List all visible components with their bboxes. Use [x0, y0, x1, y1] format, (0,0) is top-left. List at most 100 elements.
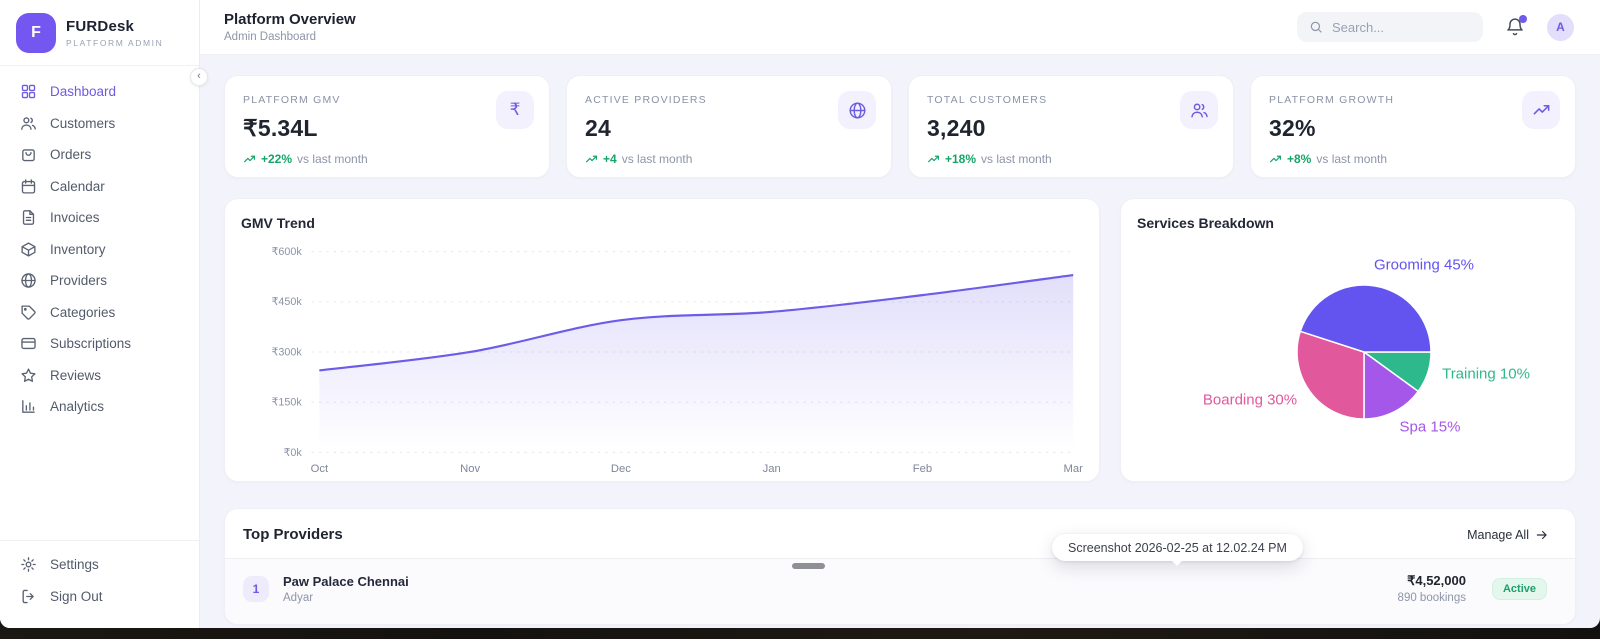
- manage-all-link[interactable]: Manage All: [1467, 528, 1549, 542]
- credit-card-icon: [20, 335, 37, 352]
- sidebar-item-label: Subscriptions: [50, 336, 132, 352]
- chart-title: Services Breakdown: [1137, 215, 1274, 231]
- sidebar-item-invoices[interactable]: Invoices: [0, 202, 199, 234]
- stat-value: ₹5.34L: [243, 115, 318, 141]
- svg-text:Nov: Nov: [460, 463, 480, 475]
- svg-text:Jan: Jan: [763, 463, 781, 475]
- sidebar-footer: Settings Sign Out: [0, 541, 199, 628]
- search-input[interactable]: [1332, 19, 1472, 35]
- bar-chart-icon: [20, 398, 37, 415]
- services-pie-chart: [1289, 277, 1439, 427]
- topbar: Platform Overview Admin Dashboard A: [200, 0, 1600, 55]
- divider: [0, 65, 199, 66]
- stat-label: ACTIVE PROVIDERS: [585, 94, 707, 106]
- sidebar-item-label: Customers: [50, 115, 116, 131]
- sidebar-item-settings[interactable]: Settings: [0, 549, 199, 581]
- trending-up-icon: [585, 153, 598, 166]
- svg-text:Feb: Feb: [913, 463, 932, 475]
- divider: [0, 540, 199, 541]
- dashboard-content: PLATFORM GMV ₹5.34L +22% vs last month ₹…: [200, 55, 1600, 628]
- sidebar-item-label: Settings: [50, 557, 99, 573]
- stats-row: PLATFORM GMV ₹5.34L +22% vs last month ₹…: [224, 75, 1576, 178]
- page-title: Platform Overview: [224, 11, 356, 28]
- users-icon: [20, 115, 37, 132]
- svg-text:Oct: Oct: [311, 463, 329, 475]
- gmv-line-chart: ₹0k ₹150k ₹300k ₹450k ₹600k Oct Nov Dec Jan Feb Ma…: [241, 235, 1084, 483]
- sidebar-item-analytics[interactable]: Analytics: [0, 391, 199, 423]
- stat-delta-note: vs last month: [297, 152, 368, 166]
- sidebar-item-label: Calendar: [50, 178, 105, 194]
- trending-up-icon: [1522, 91, 1560, 129]
- bell-icon: [1507, 18, 1523, 36]
- star-icon: [20, 367, 37, 384]
- sidebar-item-label: Sign Out: [50, 588, 103, 604]
- rupee-icon: ₹: [496, 91, 534, 129]
- sidebar-item-orders[interactable]: Orders: [0, 139, 199, 171]
- sidebar-item-reviews[interactable]: Reviews: [0, 360, 199, 392]
- notifications-button[interactable]: [1505, 15, 1527, 37]
- scrollbar-thumb[interactable]: [792, 563, 825, 569]
- sidebar-item-label: Providers: [50, 273, 108, 289]
- sidebar-item-calendar[interactable]: Calendar: [0, 171, 199, 203]
- sidebar: F FURDesk PLATFORM ADMIN Dashboard Custo…: [0, 0, 208, 628]
- svg-text:₹300k: ₹300k: [272, 346, 303, 358]
- stat-label: TOTAL CUSTOMERS: [927, 94, 1048, 106]
- trending-up-icon: [927, 153, 940, 166]
- top-providers-card: Top Providers Manage All 1 Paw Palace Ch…: [224, 508, 1576, 625]
- brand-logo: F: [16, 13, 56, 53]
- users-icon: [1180, 91, 1218, 129]
- svg-text:Dec: Dec: [611, 463, 631, 475]
- brand-name: FURDesk: [66, 18, 135, 35]
- stat-value: 32%: [1269, 115, 1316, 141]
- tag-icon: [20, 304, 37, 321]
- svg-text:₹450k: ₹450k: [272, 296, 303, 308]
- brand: F FURDesk PLATFORM ADMIN: [0, 0, 199, 65]
- rank-badge: 1: [243, 575, 269, 602]
- pie-label-spa: Spa 15%: [1399, 418, 1461, 436]
- provider-location: Adyar: [283, 591, 314, 604]
- pie-label-training: Training 10%: [1442, 365, 1530, 383]
- stat-value: 3,240: [927, 115, 986, 141]
- stat-card-platform-gmv: PLATFORM GMV ₹5.34L +22% vs last month ₹: [224, 75, 550, 178]
- sidebar-item-label: Analytics: [50, 399, 105, 415]
- sidebar-item-dashboard[interactable]: Dashboard: [0, 76, 199, 108]
- trending-up-icon: [243, 153, 256, 166]
- sidebar-nav: Dashboard Customers Orders Calendar Invo…: [0, 66, 199, 540]
- sidebar-item-sign-out[interactable]: Sign Out: [0, 581, 199, 613]
- sidebar-item-label: Dashboard: [50, 84, 117, 100]
- page-subtitle: Admin Dashboard: [224, 31, 317, 43]
- arrow-right-icon: [1535, 528, 1549, 542]
- shopping-bag-icon: [20, 146, 37, 163]
- file-text-icon: [20, 209, 37, 226]
- stat-card-platform-growth: PLATFORM GROWTH 32% +8% vs last month: [1250, 75, 1576, 178]
- stat-delta-note: vs last month: [1316, 152, 1388, 166]
- globe-icon: [838, 91, 876, 129]
- brand-tagline: PLATFORM ADMIN: [66, 38, 164, 48]
- provider-name: Paw Palace Chennai: [283, 573, 409, 589]
- svg-text:₹150k: ₹150k: [272, 397, 303, 409]
- sidebar-collapse-button[interactable]: ‹: [190, 68, 208, 86]
- sidebar-item-providers[interactable]: Providers: [0, 265, 199, 297]
- package-icon: [20, 241, 37, 258]
- sidebar-item-categories[interactable]: Categories: [0, 297, 199, 329]
- pie-label-boarding: Boarding 30%: [1202, 391, 1298, 409]
- stat-delta-note: vs last month: [621, 152, 693, 166]
- gear-icon: [20, 556, 37, 573]
- sidebar-item-subscriptions[interactable]: Subscriptions: [0, 328, 199, 360]
- chart-title: GMV Trend: [241, 215, 315, 231]
- calendar-icon: [20, 178, 37, 195]
- charts-row: GMV Trend ₹0k ₹150k ₹300k ₹450k ₹600k Oct Nov D…: [224, 198, 1576, 482]
- provider-amount: ₹4,52,000: [1407, 573, 1466, 588]
- log-out-icon: [20, 588, 37, 605]
- sidebar-item-label: Reviews: [50, 367, 102, 383]
- stat-card-active-providers: ACTIVE PROVIDERS 24 +4 vs last month: [566, 75, 892, 178]
- stat-delta: +22%: [261, 152, 293, 166]
- main-area: Platform Overview Admin Dashboard A PL: [200, 0, 1600, 628]
- stat-value: 24: [585, 115, 611, 141]
- user-avatar[interactable]: A: [1547, 13, 1574, 41]
- sidebar-item-customers[interactable]: Customers: [0, 108, 199, 140]
- sidebar-item-inventory[interactable]: Inventory: [0, 234, 199, 266]
- provider-row[interactable]: 1 Paw Palace Chennai Adyar ₹4,52,000 890…: [225, 558, 1575, 624]
- search-box[interactable]: [1297, 12, 1483, 42]
